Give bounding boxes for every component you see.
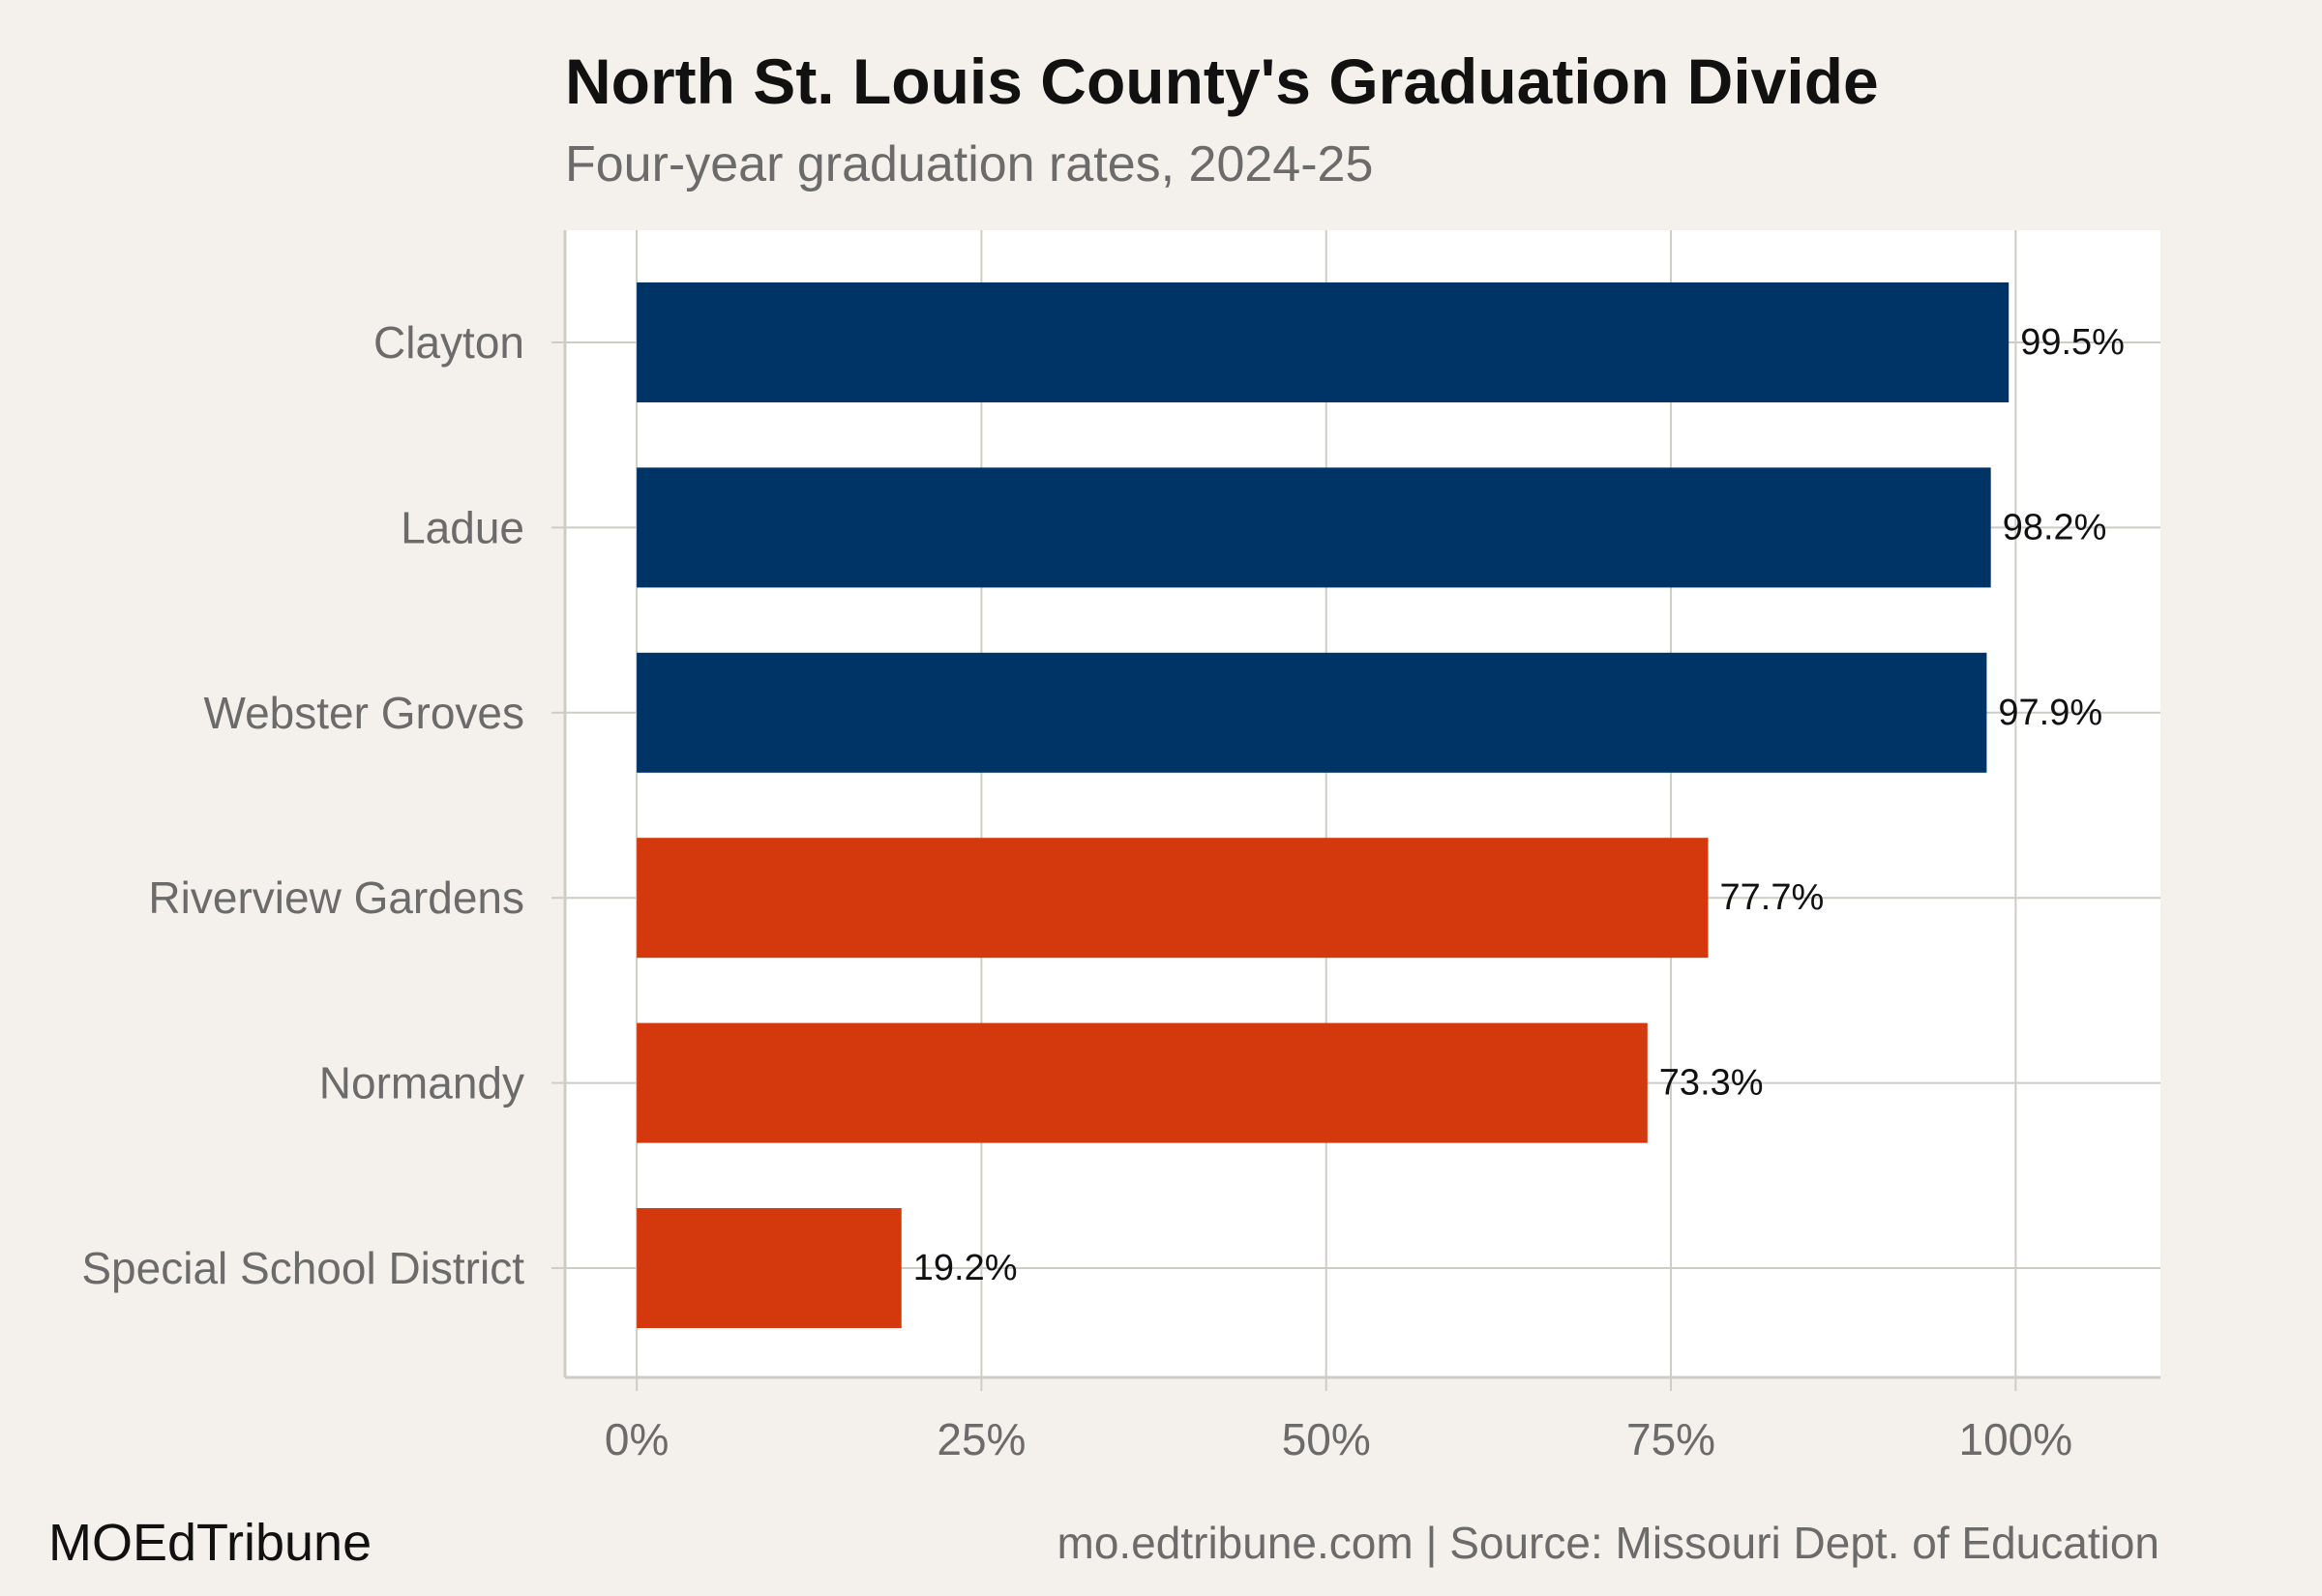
- y-tick-label: Riverview Gardens: [148, 872, 524, 923]
- bar: [637, 838, 1709, 959]
- bar: [637, 467, 1991, 588]
- bar: [637, 1022, 1648, 1143]
- bar-value-label: 77.7%: [1720, 877, 1825, 918]
- chart-subtitle: Four-year graduation rates, 2024-25: [565, 136, 1374, 192]
- y-tick-label: Special School District: [81, 1243, 524, 1293]
- chart-title: North St. Louis County's Graduation Divi…: [565, 45, 1879, 117]
- bar-value-label: 97.9%: [1998, 693, 2102, 733]
- x-tick-label: 100%: [1959, 1414, 2073, 1464]
- x-tick-label: 0%: [605, 1414, 669, 1464]
- bar-value-label: 99.5%: [2020, 322, 2125, 363]
- bar-value-label: 98.2%: [2003, 507, 2107, 547]
- y-tick-label: Webster Groves: [204, 688, 524, 738]
- source-credit: mo.edtribune.com | Source: Missouri Dept…: [1057, 1518, 2160, 1568]
- y-tick-label: Normandy: [319, 1058, 524, 1108]
- plot-panel: [565, 230, 2160, 1377]
- x-tick-label: 75%: [1626, 1414, 1715, 1464]
- bar-value-label: 19.2%: [913, 1248, 1018, 1288]
- bar: [637, 282, 2009, 402]
- bar: [637, 652, 1987, 773]
- x-tick-label: 50%: [1282, 1414, 1371, 1464]
- bar: [637, 1208, 902, 1328]
- brand-logo-text: MOEdTribune: [48, 1514, 372, 1572]
- bar-value-label: 73.3%: [1659, 1063, 1764, 1104]
- x-tick-label: 25%: [937, 1414, 1026, 1464]
- y-tick-label: Ladue: [401, 502, 524, 552]
- y-tick-label: Clayton: [373, 317, 524, 368]
